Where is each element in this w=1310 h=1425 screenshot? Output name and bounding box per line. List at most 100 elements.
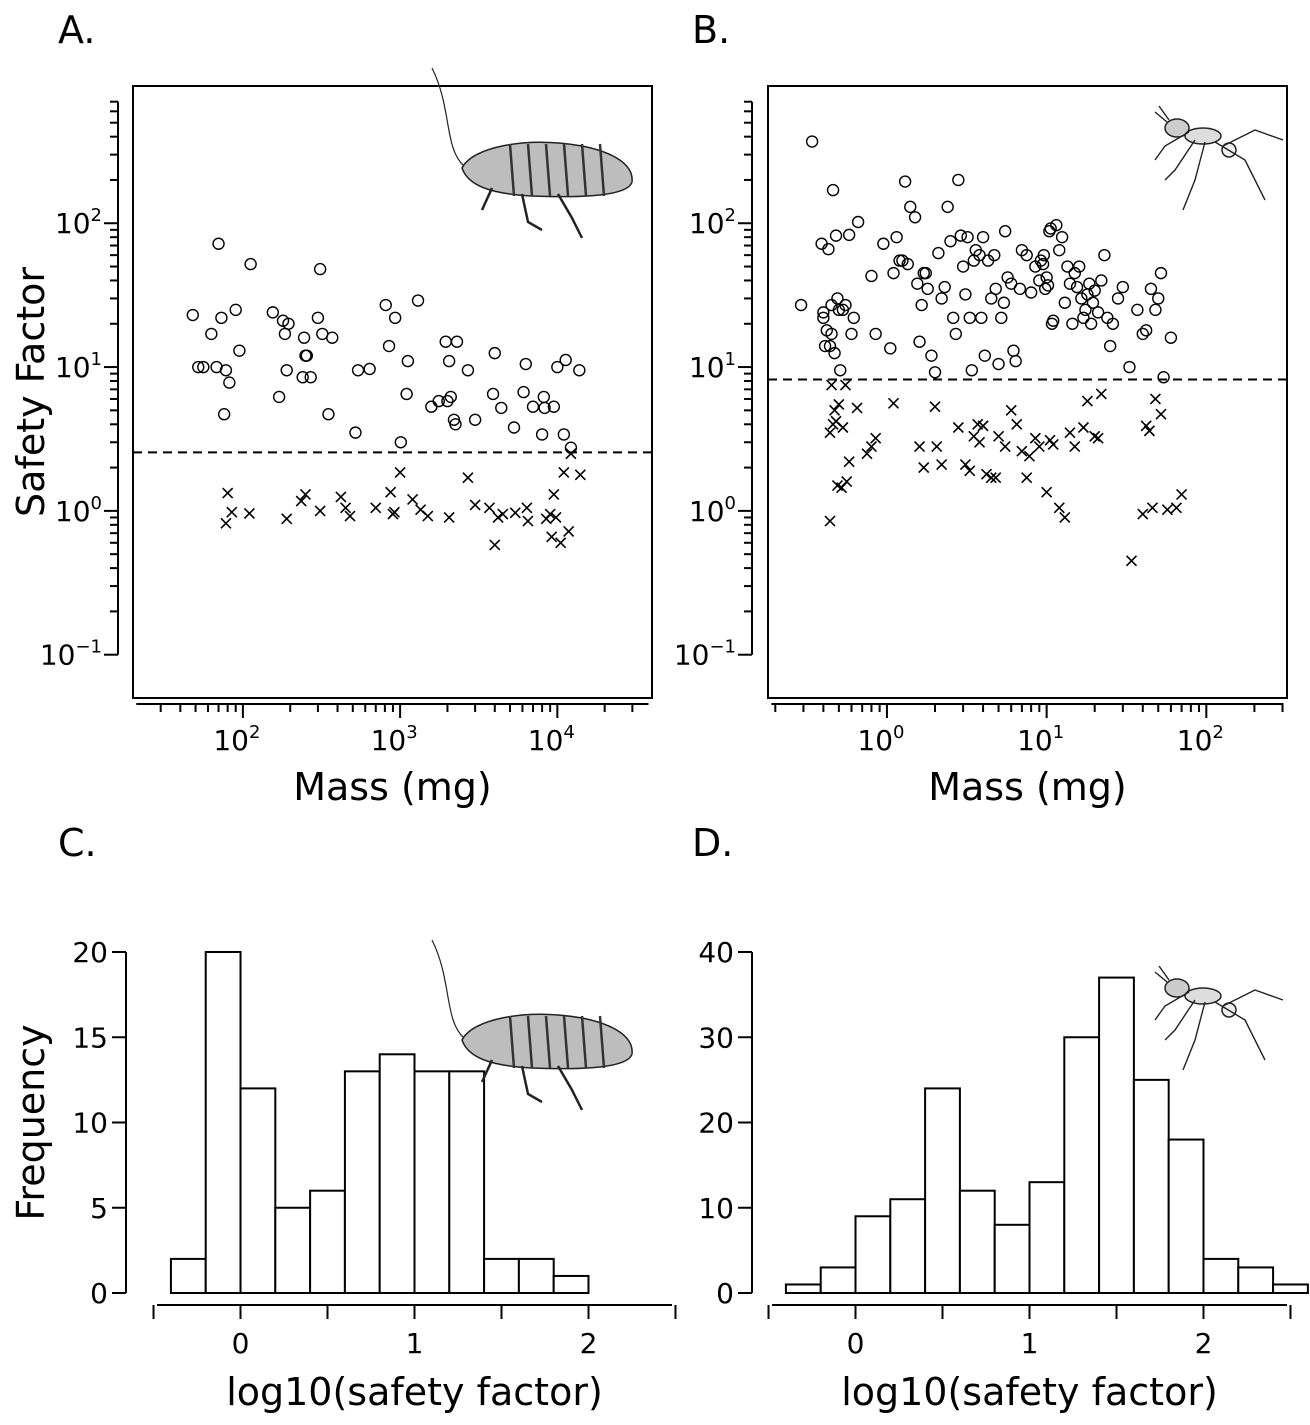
data-point-cross [1092,432,1104,444]
cockroach-segment [562,143,570,197]
data-point-circle [388,311,402,325]
histogram-bar [958,1189,996,1294]
cockroach-segment [580,1015,588,1069]
cockroach-segment [598,1015,606,1069]
data-point-cross [1149,393,1161,405]
cross-stroke [462,472,474,484]
y-tick-label: 0 [716,1277,734,1310]
data-point-cross [548,488,560,501]
data-point-cross [1064,427,1076,439]
cross-stroke [1023,450,1035,462]
cross-stroke [222,487,234,499]
histogram-bar [924,1087,961,1295]
histogram-bar [1063,1036,1101,1294]
cross-stroke [1089,430,1101,442]
data-point-circle [952,173,965,187]
data-point-circle [551,360,564,374]
data-point-cross [1081,395,1093,407]
cross-stroke [394,466,406,479]
y-tick-label: 101 [689,349,736,384]
cockroach-antenna [431,67,465,167]
histogram-bar [1272,1283,1309,1294]
cross-stroke [509,507,521,519]
data-point-circle [1164,331,1178,344]
data-point-cross [825,379,838,391]
x-tick-label: 101 [1017,722,1064,757]
data-point-circle [326,331,339,344]
cross-stroke [574,469,586,481]
data-point-circle [826,183,840,197]
data-point-circle [280,364,293,377]
y-axis-title: Safety Factor [9,267,53,517]
cross-stroke [980,468,993,480]
data-point-cross [1095,388,1107,400]
data-point-circle [296,371,309,384]
data-point-circle [432,394,445,408]
cross-stroke [314,505,326,517]
data-point-circle [394,436,407,449]
data-point-circle [266,306,280,319]
data-point-circle [913,335,926,348]
data-point-circle [526,400,540,413]
data-point-cross [829,404,841,416]
data-point-cross [1041,486,1053,498]
data-point-cross [314,505,326,517]
data-point-circle [186,308,199,322]
cross-stroke [829,404,841,416]
cross-stroke [825,379,838,391]
cross-stroke [295,495,307,507]
data-point-cross [443,511,455,524]
ant-icon [1154,965,1284,1071]
data-point-circle [911,277,924,290]
cross-stroke [887,397,900,409]
data-point-cross [521,502,533,514]
y-tick-label: 0 [90,1277,108,1310]
histogram-bar [1202,1257,1240,1295]
data-point-cross [243,507,255,519]
data-point-circle [921,282,934,296]
histogram-bar [378,1053,416,1295]
data-point-circle [215,311,228,325]
x-axis-title: Mass (mg) [928,765,1127,809]
data-point-circle [973,248,986,262]
data-point-circle [282,317,295,330]
data-point-circle [1075,292,1088,305]
cross-stroke [977,420,989,432]
cross-stroke [1092,432,1104,444]
x-axis-title: log10(safety factor) [841,1370,1218,1414]
cockroach-segment [526,143,534,197]
data-point-cross [522,515,534,527]
panel-c: C. 0 5 10 15 20 0 1 2 log10(safety factor) Frequen… [9,821,677,1414]
data-point-circle [311,311,325,325]
data-point-circle [887,266,900,280]
data-point-circle [1149,303,1162,317]
cross-stroke [407,493,419,506]
data-point-circle [468,413,482,426]
cockroach-segment [562,1015,570,1069]
data-point-circle [947,311,960,325]
data-point-circle [935,292,948,305]
data-point-circle [963,311,976,325]
cross-stroke [851,402,863,414]
cross-stroke [443,511,455,524]
data-point-cross [931,441,943,453]
y-tick-label: 30 [698,1021,734,1054]
data-point-circle [1091,306,1105,319]
data-point-circle [278,327,292,341]
cross-stroke [563,525,575,537]
cross-stroke [422,510,434,522]
x-tick-label: 100 [857,722,904,757]
histogram-bar [274,1206,312,1294]
cross-stroke [936,458,948,471]
data-point-circle [992,357,1005,371]
data-point-circle [1152,292,1165,305]
data-point-cross [1140,420,1152,432]
cross-stroke [1137,508,1149,520]
cross-stroke [388,506,400,518]
data-point-circle [1116,280,1130,294]
data-point-cross [824,427,836,439]
cross-stroke [1143,425,1155,437]
data-point-circle [1157,371,1170,384]
data-point-circle [488,346,501,360]
data-point-circle [535,428,549,441]
